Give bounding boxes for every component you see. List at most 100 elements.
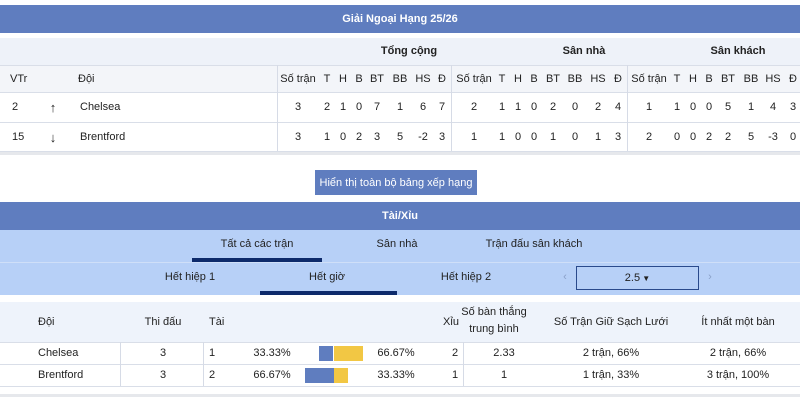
stat-cell: 5 xyxy=(724,101,732,113)
stat-cell: 2 xyxy=(470,101,478,113)
stat-cell: 2 xyxy=(323,101,331,113)
team-name[interactable]: Chelsea xyxy=(38,347,79,359)
stat-cell: 0 xyxy=(530,131,538,143)
next-line-button[interactable]: › xyxy=(708,271,712,283)
under-bar xyxy=(334,368,348,383)
arrow-up-icon: ↑ xyxy=(49,100,57,115)
column-header-row: VTr Đội Số trận T H B BT BB HS Đ Số trận T H B BT BB H… xyxy=(0,65,800,92)
stat-col-header: Số trận xyxy=(280,73,316,85)
stat-cell: 2 xyxy=(355,131,363,143)
stat-cell: 3 xyxy=(373,131,381,143)
team-name[interactable]: Brentford xyxy=(80,131,126,143)
stat-cell: 1 xyxy=(323,131,331,143)
standings-row: 2 ↑ Chelsea 3 2 1 0 7 1 6 7 2 1 1 0 2 0 2 4 1 1 0 0 5 1 4 3 xyxy=(0,92,800,122)
over-bar xyxy=(319,346,333,361)
under-percent: 33.33% xyxy=(377,369,415,381)
scored-at-least-one: 3 trận, 100% xyxy=(706,369,770,381)
stat-cell: 1 xyxy=(498,131,506,143)
team-name[interactable]: Chelsea xyxy=(80,101,121,113)
group-home: Sân nhà xyxy=(562,45,606,57)
period-tabs: Hết hiệp 1 Hết giờ Hết hiệp 2 ‹ 2.5 ▼ › xyxy=(0,262,800,295)
stat-cell: 1 xyxy=(339,101,347,113)
stat-col-header: B xyxy=(355,73,363,85)
stat-cell: 0 xyxy=(689,131,697,143)
tab-all-matches[interactable]: Tất cả các trận xyxy=(220,238,294,250)
stat-cell: 7 xyxy=(438,101,446,113)
tab-second-half[interactable]: Hết hiệp 2 xyxy=(440,271,492,283)
stat-cell: 0 xyxy=(530,101,538,113)
stat-cell: 7 xyxy=(373,101,381,113)
stat-cell: 2 xyxy=(705,131,713,143)
stat-cell: 1 xyxy=(747,101,755,113)
stat-cell: 0 xyxy=(571,101,579,113)
stat-cell: 1 xyxy=(673,101,681,113)
prev-line-button[interactable]: ‹ xyxy=(563,271,567,283)
stat-cell: 2 xyxy=(645,131,653,143)
stat-col-header: B xyxy=(705,73,713,85)
overunder-row: Brentford 3 2 66.67% 33.33% 1 1 1 trận, 33% 3 tr… xyxy=(0,364,800,386)
played: 3 xyxy=(159,347,167,359)
caret-down-icon: ▼ xyxy=(640,274,651,283)
scored-at-least-one: 2 trận, 66% xyxy=(709,347,767,359)
standings-title: Giải Ngoại Hạng 25/26 xyxy=(0,5,800,33)
stat-cell: 1 xyxy=(514,101,522,113)
group-away: Sân khách xyxy=(710,45,766,57)
stat-cell: 0 xyxy=(355,101,363,113)
tab-first-half[interactable]: Hết hiệp 1 xyxy=(164,271,216,283)
stat-col-header: T xyxy=(323,73,331,85)
stat-cell: 0 xyxy=(571,131,579,143)
stat-cell: 6 xyxy=(419,101,427,113)
stat-cell: 3 xyxy=(614,131,622,143)
col-played: Thi đấu xyxy=(144,316,182,328)
stat-col-header: Đ xyxy=(438,73,446,85)
group-header-row: Tổng cộng Sân nhà Sân khách xyxy=(0,38,800,65)
under-percent: 66.67% xyxy=(377,347,415,359)
team-name[interactable]: Brentford xyxy=(38,369,84,381)
line-dropdown[interactable]: 2.5 ▼ xyxy=(576,266,699,290)
tab-full-time[interactable]: Hết giờ xyxy=(309,271,345,283)
stat-col-header: Số trận xyxy=(456,73,492,85)
standings-row: 15 ↓ Brentford 3 1 0 2 3 5 -2 3 1 1 0 0 1 0 1 3 2 0 0 2 2 5 -3 0 xyxy=(0,122,800,152)
col-team: Đội xyxy=(38,316,55,328)
stat-cell: 4 xyxy=(614,101,622,113)
over-count: 1 xyxy=(209,347,216,359)
stat-cell: 4 xyxy=(769,101,777,113)
col-team: Đội xyxy=(78,73,95,85)
line-value: 2.5 xyxy=(624,272,641,284)
stat-col-header: H xyxy=(514,73,522,85)
stat-col-header: BT xyxy=(720,73,736,85)
stat-col-header: BB xyxy=(743,73,759,85)
stat-cell: 0 xyxy=(705,101,713,113)
stat-col-header: HS xyxy=(415,73,431,85)
under-count: 2 xyxy=(451,347,459,359)
col-over: Tài xyxy=(209,316,225,328)
col-scored: Ít nhất một bàn xyxy=(701,316,775,328)
stat-cell: 1 xyxy=(396,101,404,113)
show-full-standings-button[interactable]: Hiển thị toàn bộ bảng xếp hạng xyxy=(315,170,477,195)
col-avg-line1: Số bàn thắng xyxy=(461,306,527,318)
clean-sheets: 1 trận, 33% xyxy=(582,369,640,381)
tab-home[interactable]: Sân nhà xyxy=(376,238,418,250)
stat-col-header: BB xyxy=(392,73,408,85)
stat-col-header: B xyxy=(530,73,538,85)
stat-cell: 1 xyxy=(498,101,506,113)
over-percent: 33.33% xyxy=(253,347,291,359)
stat-cell: 1 xyxy=(549,131,557,143)
overunder-tabs: Tất cả các trận Sân nhà Trận đấu sân khá… xyxy=(0,230,800,262)
tab-away[interactable]: Trận đấu sân khách xyxy=(485,238,583,250)
stat-cell: 2 xyxy=(594,101,602,113)
col-under: Xỉu xyxy=(443,316,459,328)
stat-col-header: BT xyxy=(545,73,561,85)
stat-col-header: T xyxy=(498,73,506,85)
avg-goals: 2.33 xyxy=(493,347,515,359)
stat-cell: 3 xyxy=(294,101,302,113)
stat-cell: 0 xyxy=(673,131,681,143)
arrow-down-icon: ↓ xyxy=(49,130,57,145)
stat-col-header: BB xyxy=(567,73,583,85)
over-percent: 66.67% xyxy=(253,369,291,381)
overunder-row: Chelsea 3 1 33.33% 66.67% 2 2.33 2 trận, 66% 2 t… xyxy=(0,342,800,364)
stat-cell: 3 xyxy=(294,131,302,143)
stat-col-header: HS xyxy=(765,73,781,85)
stat-cell: 0 xyxy=(514,131,522,143)
clean-sheets: 2 trận, 66% xyxy=(582,347,640,359)
